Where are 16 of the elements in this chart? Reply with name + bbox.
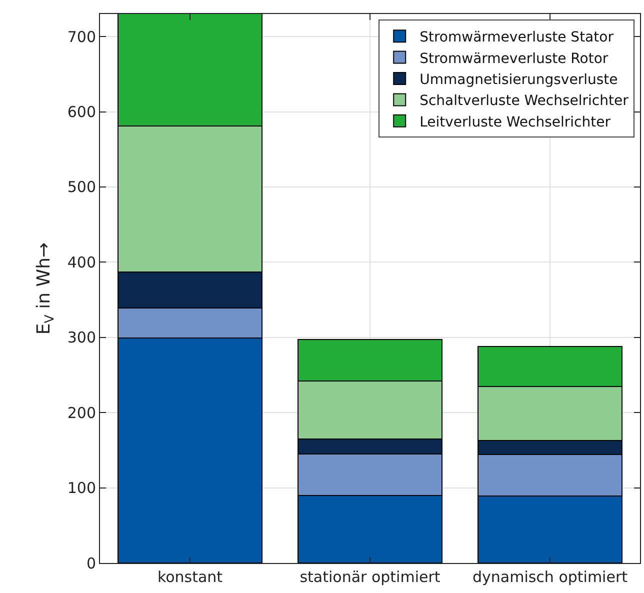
- x-tick-label: konstant: [157, 568, 223, 586]
- y-tick-label: 500: [67, 178, 96, 196]
- legend-label: Schaltverluste Wechselrichter: [420, 93, 629, 110]
- y-tick-label: 200: [67, 404, 96, 422]
- x-tick-label: stationär optimiert: [300, 568, 440, 586]
- legend-label: Stromwärmeverluste Stator: [420, 30, 614, 46]
- y-tick-label: 0: [86, 554, 96, 572]
- y-tick-label: 700: [67, 28, 96, 46]
- y-tick-label: 400: [67, 253, 96, 272]
- y-tick-label: 100: [67, 479, 96, 498]
- y-tick-label: 600: [67, 103, 96, 122]
- x-tick-label: dynamisch optimiert: [472, 568, 628, 586]
- legend-label: Stromwärmeverluste Rotor: [420, 50, 608, 67]
- legend-label: Leitverluste Wechselrichter: [420, 114, 611, 130]
- legend-label: Ummagnetisierungsverluste: [420, 72, 618, 88]
- y-tick-label: 300: [67, 328, 96, 347]
